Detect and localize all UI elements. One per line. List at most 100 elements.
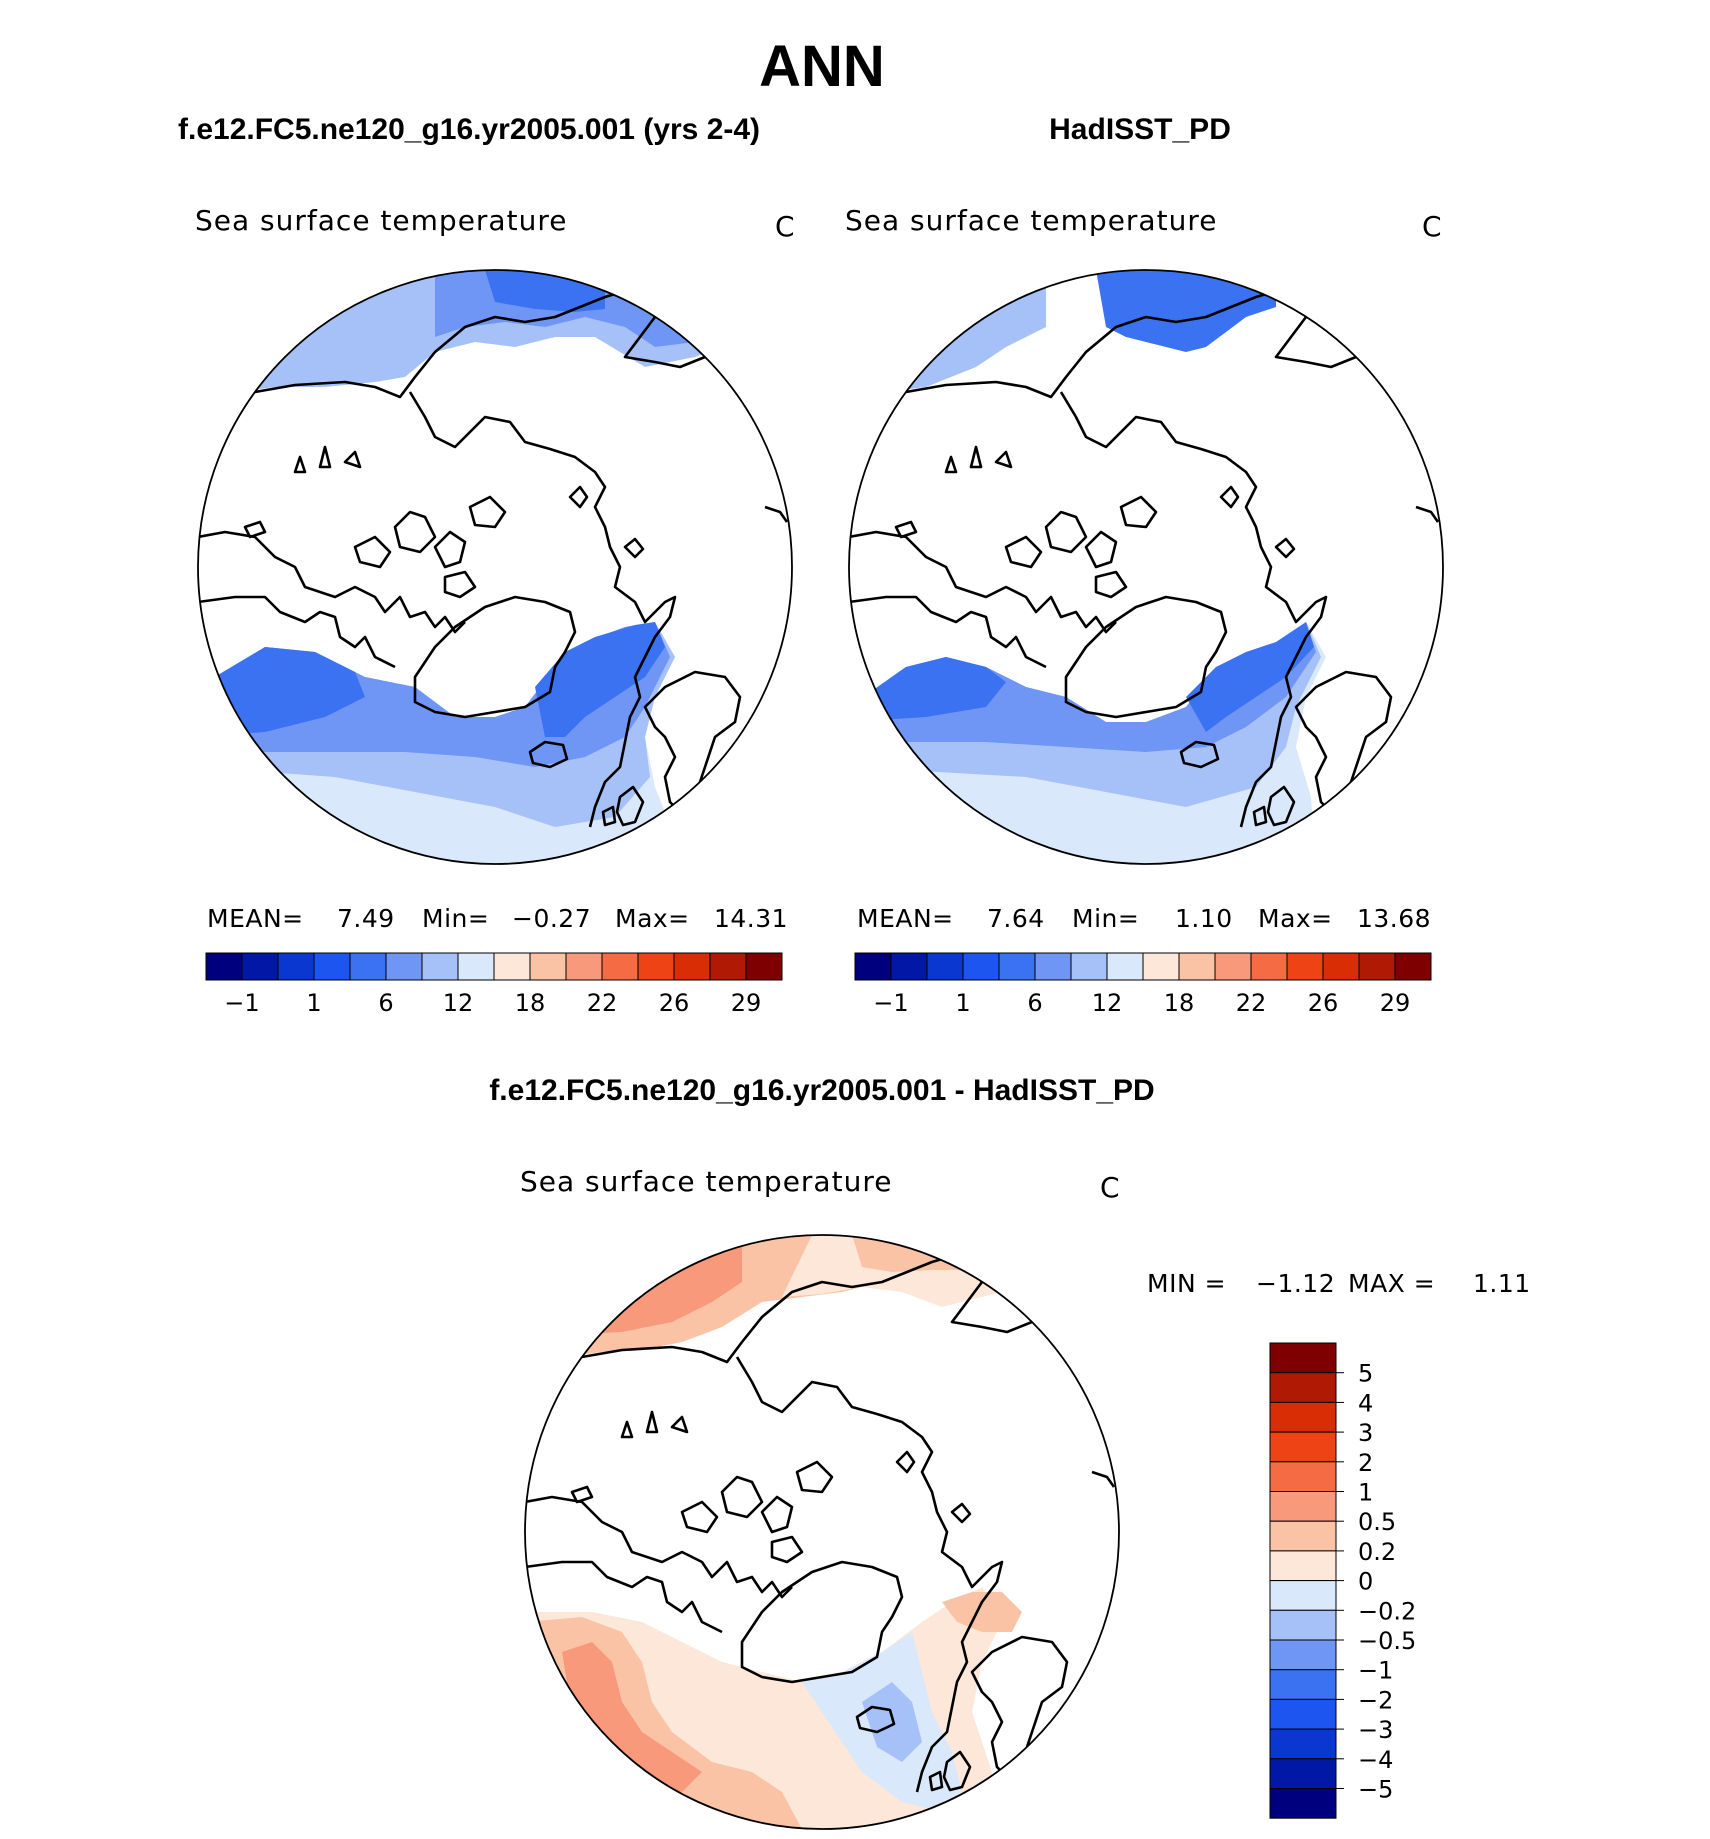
colorbar-tick-label: −2 [1358,1686,1393,1714]
colorbar-box [1269,1550,1337,1582]
panel1-mean-label: MEAN= [207,904,304,933]
colorbar-box [1269,1372,1337,1403]
panel3-min-value: −1.12 [1256,1269,1335,1298]
colorbar-tick-label: 1 [955,989,970,1017]
colorbar-tick-label: 6 [378,989,393,1017]
colorbar-tick-label: 1 [306,989,321,1017]
panel3-min-label: MIN = [1147,1269,1226,1298]
panel3-variable: Sea surface temperature [520,1165,892,1198]
colorbar-tick-label: 0.2 [1358,1538,1396,1566]
colorbar-box [601,952,639,981]
colorbar-box [205,952,243,981]
colorbar-tick-label: 1 [1358,1479,1373,1507]
panel2-mean-value: 7.64 [987,904,1045,933]
colorbar-tick-label: −4 [1358,1746,1393,1774]
colorbar-box [854,952,892,981]
colorbar-box [962,952,1000,981]
colorbar-box [1269,1669,1337,1700]
panel3-max-value: 1.11 [1473,1269,1531,1298]
colorbar-box [637,952,675,981]
colorbar-box [277,952,315,981]
colorbar-box [926,952,964,981]
panel1-stats: MEAN= 7.49 Min= −0.27 Max= 14.31 [207,904,788,933]
colorbar-tick-label: 22 [1236,989,1267,1017]
panel1-max-value: 14.31 [714,904,788,933]
panel3-case-title: f.e12.FC5.ne120_g16.yr2005.001 - HadISST… [489,1074,1154,1107]
colorbar-tick-label: 18 [515,989,546,1017]
colorbar-box [421,952,459,981]
colorbar-tick-label: 29 [731,989,762,1017]
colorbar-tick-label: 18 [1164,989,1195,1017]
panel1-variable: Sea surface temperature [195,204,567,237]
panel2-max-value: 13.68 [1357,904,1431,933]
colorbar-box [1142,952,1180,981]
panel2-colorbar: −1 1 6 12 18 22 26 29 [854,952,1432,1017]
colorbar-box [1269,1491,1337,1522]
colorbar-tick-label: 0.5 [1358,1508,1396,1536]
colorbar-box [1269,1788,1337,1819]
colorbar-box [1269,1431,1337,1463]
colorbar-box [1034,952,1072,981]
panel1-max-label: Max= [615,904,690,933]
colorbar-box [1269,1639,1337,1671]
colorbar-box [1106,952,1144,981]
colorbar-box [349,952,387,981]
colorbar-box [313,952,351,981]
colorbar-tick-label: 0 [1358,1568,1373,1596]
colorbar-tick-label: −0.5 [1358,1627,1416,1655]
panel3-units: C [1100,1171,1121,1204]
panel1-min-value: −0.27 [512,904,591,933]
panel3-stats: MIN = −1.12 MAX = 1.11 [1147,1269,1531,1298]
panel2-fill-pacific-east [1096,270,1276,352]
colorbar-box [241,952,279,981]
colorbar-box [1250,952,1288,981]
colorbar-tick-label: 26 [1308,989,1339,1017]
colorbar-box [385,952,423,981]
panel1-colorbar: −1 1 6 12 18 22 26 29 [205,952,783,1017]
colorbar-box [1394,952,1432,981]
colorbar-tick-label: 26 [659,989,690,1017]
colorbar-box [1070,952,1108,981]
panel1-units: C [775,210,796,243]
colorbar-box [1269,1342,1337,1374]
colorbar-box [1269,1728,1337,1760]
colorbar-box [1358,952,1396,981]
colorbar-box [745,952,783,981]
colorbar-tick-label: 3 [1358,1419,1373,1447]
panel2-stats: MEAN= 7.64 Min= 1.10 Max= 13.68 [857,904,1431,933]
colorbar-box [493,952,531,981]
colorbar-tick-label: 29 [1380,989,1411,1017]
colorbar-box [1269,1609,1337,1641]
colorbar-box [1214,952,1252,981]
panel3-max-label: MAX = [1348,1269,1435,1298]
colorbar-tick-label: −5 [1358,1776,1393,1804]
panel2-variable: Sea surface temperature [845,204,1217,237]
colorbar-box [1178,952,1216,981]
colorbar-box [1269,1461,1337,1493]
colorbar-tick-label: −1 [873,989,908,1017]
panel3-map [524,1234,1120,1830]
colorbar-tick-label: 12 [1092,989,1123,1017]
panel1-map [197,269,793,865]
colorbar-box [673,952,711,981]
colorbar-box [457,952,495,981]
colorbar-tick-label: 12 [443,989,474,1017]
colorbar-box [1269,1698,1337,1730]
colorbar-tick-label: 22 [587,989,618,1017]
colorbar-box [1269,1401,1337,1433]
colorbar-tick-label: 6 [1027,989,1042,1017]
panel2-min-value: 1.10 [1175,904,1233,933]
colorbar-tick-label: 2 [1358,1449,1373,1477]
panel1-case-title: f.e12.FC5.ne120_g16.yr2005.001 (yrs 2-4) [178,113,760,146]
colorbar-tick-label: 4 [1358,1389,1373,1417]
colorbar-tick-label: −1 [1358,1657,1393,1685]
panel2-case-title: HadISST_PD [1049,113,1231,146]
colorbar-box [529,952,567,981]
colorbar-tick-label: −3 [1358,1716,1393,1744]
colorbar-box [1286,952,1324,981]
colorbar-tick-label: −1 [224,989,259,1017]
colorbar-box [565,952,603,981]
colorbar-box [890,952,928,981]
